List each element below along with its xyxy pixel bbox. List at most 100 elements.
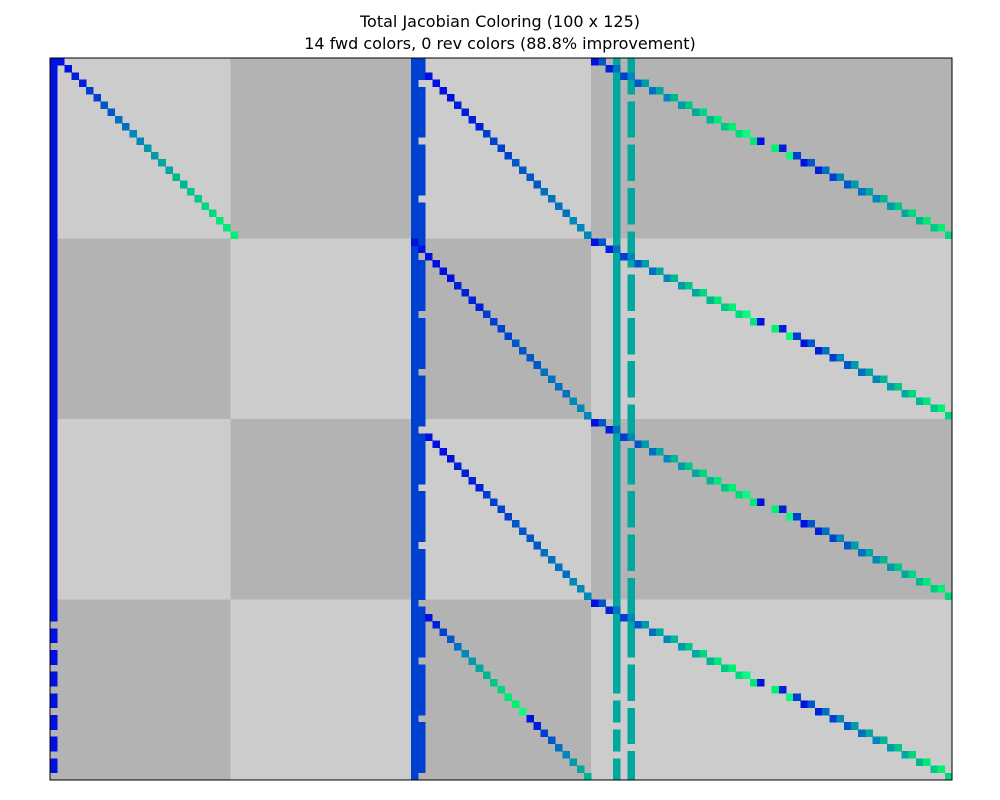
nonzero-cell xyxy=(410,137,419,145)
nonzero-cell xyxy=(627,375,635,384)
nonzero-cell xyxy=(742,671,751,680)
nonzero-cell xyxy=(50,577,58,586)
nonzero-cell xyxy=(627,541,635,550)
nonzero-cell xyxy=(410,260,419,268)
nonzero-cell xyxy=(656,628,664,636)
nonzero-cell xyxy=(475,483,484,492)
nonzero-cell xyxy=(410,411,419,420)
nonzero-cell xyxy=(50,541,58,550)
nonzero-cell xyxy=(418,570,426,579)
nonzero-cell xyxy=(50,137,58,145)
nonzero-cell xyxy=(410,736,419,745)
nonzero-cell xyxy=(410,527,419,535)
nonzero-cell xyxy=(612,599,621,608)
nonzero-cell xyxy=(627,599,635,608)
nonzero-cell xyxy=(50,159,58,167)
nonzero-cell xyxy=(418,94,426,102)
nonzero-cell xyxy=(591,238,599,247)
nonzero-cell xyxy=(418,361,426,369)
nonzero-cell xyxy=(446,94,455,102)
nonzero-cell xyxy=(418,534,426,543)
nonzero-cell xyxy=(627,317,635,326)
nonzero-cell xyxy=(50,426,58,434)
nonzero-cell xyxy=(50,440,58,449)
nonzero-cell xyxy=(685,281,693,290)
nonzero-cell xyxy=(410,296,419,304)
nonzero-cell xyxy=(526,354,534,362)
nonzero-cell xyxy=(915,216,924,225)
nonzero-cell xyxy=(620,433,628,441)
nonzero-cell xyxy=(656,447,664,456)
nonzero-cell xyxy=(555,743,563,752)
nonzero-cell xyxy=(612,354,621,362)
nonzero-cell xyxy=(461,108,469,117)
nonzero-cell xyxy=(627,650,635,658)
nonzero-cell xyxy=(418,736,426,745)
nonzero-cell xyxy=(627,216,635,225)
nonzero-cell xyxy=(627,736,635,745)
nonzero-cell xyxy=(410,151,419,160)
nonzero-cell xyxy=(627,548,635,557)
nonzero-cell xyxy=(641,260,650,268)
nonzero-cell xyxy=(627,693,635,701)
nonzero-cell xyxy=(627,382,635,391)
nonzero-cell xyxy=(497,144,505,153)
nonzero-cell xyxy=(50,599,58,608)
nonzero-cell xyxy=(612,585,621,593)
nonzero-cell xyxy=(50,296,58,304)
nonzero-cell xyxy=(418,729,426,737)
nonzero-cell xyxy=(634,260,643,268)
nonzero-cell xyxy=(78,79,87,88)
nonzero-cell xyxy=(757,317,765,326)
nonzero-cell xyxy=(612,339,621,348)
nonzero-cell xyxy=(410,180,419,189)
nonzero-cell xyxy=(627,159,635,167)
nonzero-cell xyxy=(944,772,953,781)
nonzero-cell xyxy=(605,65,614,73)
nonzero-cell xyxy=(822,166,830,174)
nonzero-cell xyxy=(410,332,419,340)
nonzero-cell xyxy=(410,462,419,470)
nonzero-cell xyxy=(50,462,58,470)
nonzero-cell xyxy=(50,224,58,232)
nonzero-cell xyxy=(612,216,621,225)
nonzero-cell xyxy=(410,664,419,672)
nonzero-cell xyxy=(872,195,881,203)
nonzero-cell xyxy=(612,79,621,88)
nonzero-cell xyxy=(50,202,58,210)
nonzero-cell xyxy=(612,72,621,80)
nonzero-cell xyxy=(612,577,621,586)
nonzero-cell xyxy=(71,72,80,80)
nonzero-cell xyxy=(786,512,794,521)
nonzero-cell xyxy=(800,700,808,709)
nonzero-cell xyxy=(410,700,419,709)
nonzero-cell xyxy=(410,224,419,232)
nonzero-cell xyxy=(612,267,621,275)
nonzero-cell xyxy=(482,130,491,138)
nonzero-cell xyxy=(749,678,758,687)
nonzero-cell xyxy=(418,159,426,167)
nonzero-cell xyxy=(612,252,621,261)
nonzero-cell xyxy=(50,419,58,427)
nonzero-cell xyxy=(410,650,419,658)
nonzero-cell xyxy=(735,491,744,499)
nonzero-cell xyxy=(865,187,873,196)
nonzero-cell xyxy=(410,187,419,196)
nonzero-cell xyxy=(685,462,693,470)
nonzero-cell xyxy=(612,122,621,131)
nonzero-cell xyxy=(612,404,621,413)
nonzero-cell xyxy=(850,541,859,550)
nonzero-cell xyxy=(894,382,902,391)
nonzero-cell xyxy=(793,512,801,521)
nonzero-cell xyxy=(569,758,578,766)
nonzero-cell xyxy=(410,209,419,218)
nonzero-cell xyxy=(612,548,621,557)
nonzero-cell xyxy=(612,758,621,766)
block-background xyxy=(230,238,411,419)
nonzero-cell xyxy=(50,592,58,600)
nonzero-cell xyxy=(187,187,195,196)
nonzero-cell xyxy=(410,772,419,781)
nonzero-cell xyxy=(50,469,58,478)
nonzero-cell xyxy=(627,686,635,694)
nonzero-cell xyxy=(829,173,837,182)
